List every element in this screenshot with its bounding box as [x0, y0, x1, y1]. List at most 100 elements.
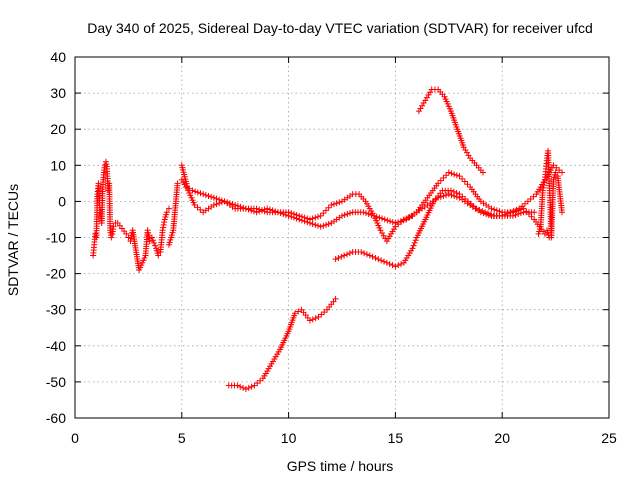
grid-lines [75, 57, 609, 418]
data-point [218, 199, 225, 206]
data-point [539, 187, 546, 194]
data-point [328, 202, 335, 209]
data-point [325, 204, 332, 211]
data-point [339, 212, 345, 219]
data-point [398, 260, 405, 267]
data-point [523, 208, 530, 215]
data-point [110, 223, 117, 230]
y-tick-label: 10 [50, 157, 66, 173]
y-tick-label: 20 [50, 121, 66, 137]
data-point [347, 210, 354, 217]
data-point [125, 234, 132, 241]
data-point [341, 211, 348, 218]
data-series [90, 86, 566, 393]
data-point [456, 173, 463, 180]
data-point [332, 256, 339, 263]
data-point [412, 237, 419, 244]
data-point [435, 180, 442, 187]
data-point [445, 169, 452, 176]
data-point [453, 189, 460, 196]
data-point [325, 220, 332, 227]
y-tick-label: -40 [46, 338, 66, 354]
data-point [346, 250, 353, 257]
data-point [552, 169, 559, 176]
data-point [234, 382, 241, 389]
data-point [149, 237, 156, 244]
data-point [216, 200, 223, 207]
data-point [309, 215, 316, 222]
data-point [528, 213, 535, 220]
data-point [295, 308, 302, 315]
data-point [285, 209, 292, 216]
data-point [200, 191, 207, 198]
data-point [163, 209, 170, 216]
data-point [174, 180, 181, 187]
data-point [306, 317, 313, 324]
data-point [322, 221, 329, 228]
data-point [258, 207, 265, 214]
data-point [473, 205, 480, 212]
data-point [559, 209, 566, 216]
data-point [461, 178, 468, 185]
data-point [155, 252, 162, 259]
data-point [381, 258, 388, 265]
data-point [314, 213, 321, 220]
data-point [146, 235, 153, 242]
data-point [322, 207, 329, 214]
data-point [242, 386, 249, 393]
data-point [453, 172, 460, 179]
data-point [520, 205, 527, 212]
data-point [383, 259, 390, 266]
data-point [379, 215, 386, 222]
data-point [372, 254, 379, 261]
y-tick-label: 0 [58, 193, 66, 209]
data-point [479, 169, 486, 176]
y-tick-label: -30 [46, 302, 66, 318]
data-point [301, 214, 308, 221]
data-point [447, 187, 454, 194]
data-point [123, 230, 130, 237]
data-point [515, 207, 522, 214]
data-point [108, 234, 115, 241]
data-point [459, 175, 466, 182]
data-point [194, 189, 201, 196]
data-point [250, 208, 257, 215]
data-point [272, 208, 279, 215]
data-point [320, 222, 327, 229]
data-point [343, 251, 350, 258]
data-point [445, 191, 452, 198]
data-point [309, 316, 316, 323]
data-point [488, 205, 495, 212]
x-tick-label: 15 [388, 430, 404, 446]
data-point [541, 230, 548, 237]
data-point [145, 229, 152, 236]
data-point [332, 295, 339, 302]
data-point [395, 262, 402, 269]
data-point [210, 202, 217, 209]
data-point [335, 254, 342, 261]
y-tick-label: 40 [50, 49, 66, 65]
data-point [312, 214, 319, 221]
data-point [237, 383, 244, 390]
y-tick-label: -50 [46, 374, 66, 390]
data-point [440, 174, 447, 181]
x-tick-label: 20 [494, 430, 510, 446]
data-point [440, 192, 447, 199]
x-tick-label: 10 [281, 430, 297, 446]
data-point [242, 205, 249, 212]
data-point [309, 220, 316, 227]
data-point [387, 218, 394, 225]
data-point [443, 172, 450, 179]
data-point [296, 212, 303, 219]
data-point [161, 219, 168, 226]
data-point [496, 208, 503, 215]
data-point [448, 170, 455, 177]
data-point [264, 205, 271, 212]
data-point [541, 179, 548, 186]
data-point [358, 248, 365, 255]
data-point [261, 206, 268, 213]
data-point [160, 221, 167, 228]
data-point [240, 384, 247, 391]
data-point [384, 217, 391, 224]
